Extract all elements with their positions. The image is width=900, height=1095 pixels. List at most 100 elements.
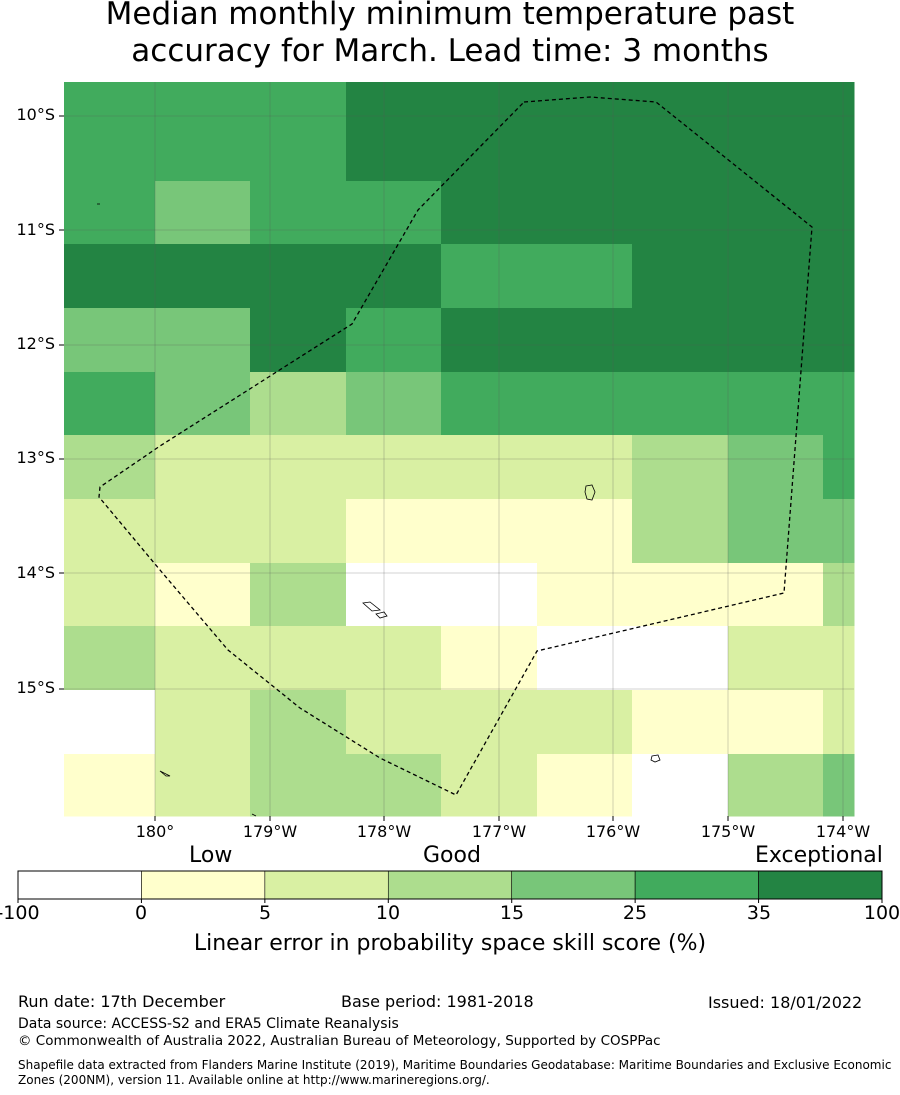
- colorbar-segment: [264, 870, 389, 900]
- grid-cell: [823, 563, 855, 627]
- lon-label: 176°W: [585, 822, 641, 841]
- island-outline: [584, 484, 596, 501]
- grid-cell: [64, 82, 156, 182]
- grid-cell: [632, 82, 729, 182]
- skill-grid: [64, 82, 855, 817]
- colorbar-tick-label: 100: [863, 902, 900, 924]
- grid-cell: [632, 308, 729, 373]
- grid-cell: [64, 563, 156, 627]
- grid-cell: [632, 244, 729, 309]
- grid-cell: [728, 181, 824, 245]
- grid-cell: [537, 435, 633, 500]
- colorbar-tick-label: 35: [746, 902, 772, 924]
- grid-cell: [346, 499, 442, 564]
- lon-label: 178°W: [356, 822, 412, 841]
- copyright: © Commonwealth of Australia 2022, Austra…: [18, 1033, 661, 1049]
- lat-label: 12°S: [16, 334, 55, 353]
- lon-label: 177°W: [471, 822, 527, 841]
- grid-cell: [64, 435, 156, 500]
- grid-cell: [441, 181, 538, 245]
- grid-cell: [250, 626, 347, 691]
- grid-cell: [346, 435, 442, 500]
- grid-cell: [64, 626, 156, 691]
- grid-cell: [346, 244, 442, 309]
- grid-cell: [441, 435, 538, 500]
- grid-cell: [250, 499, 347, 564]
- grid-cell: [250, 82, 347, 182]
- grid-cell: [250, 244, 347, 309]
- colorbar-segment: [17, 870, 142, 900]
- grid-cell: [537, 308, 633, 373]
- grid-cell: [64, 308, 156, 373]
- island-outline: [251, 813, 257, 817]
- grid-cell: [346, 308, 442, 373]
- grid-cell: [728, 626, 824, 691]
- grid-cell: [441, 82, 538, 182]
- grid-cell: [441, 499, 538, 564]
- island-outline: [159, 770, 171, 777]
- grid-cell: [64, 181, 156, 245]
- colorbar-segment: [511, 870, 636, 900]
- grid-cell: [632, 754, 729, 817]
- island-outline: [375, 611, 388, 619]
- grid-cell: [632, 499, 729, 564]
- grid-cell: [64, 372, 156, 436]
- island-outline: [650, 754, 661, 763]
- grid-cell: [346, 372, 442, 436]
- grid-cell: [155, 435, 251, 500]
- eez-boundary: [98, 96, 813, 796]
- lon-label: 179°W: [242, 822, 298, 841]
- lat-label: 11°S: [16, 220, 55, 239]
- grid-cell: [346, 754, 442, 817]
- grid-cell: [537, 754, 633, 817]
- grid-cell: [346, 82, 442, 182]
- map-title: Median monthly minimum temperature past …: [0, 0, 900, 70]
- grid-cell: [346, 563, 442, 627]
- grid-cell: [728, 435, 824, 500]
- grid-cell: [823, 435, 855, 500]
- grid-cell: [728, 308, 824, 373]
- grid-cell: [537, 626, 633, 691]
- colorbar-segment: [758, 870, 883, 900]
- legend-category-low: Low: [189, 843, 233, 868]
- grid-cell: [155, 499, 251, 564]
- grid-cell: [537, 690, 633, 755]
- grid-cell: [64, 754, 156, 817]
- grid-cell: [537, 372, 633, 436]
- lat-label: 14°S: [16, 563, 55, 582]
- grid-cell: [632, 626, 729, 691]
- grid-cell: [728, 690, 824, 755]
- grid-cell: [823, 754, 855, 817]
- base-period: Base period: 1981-2018: [341, 992, 534, 1011]
- grid-cell: [250, 181, 347, 245]
- colorbar-tick-label: -100: [0, 902, 40, 924]
- issued-date: Issued: 18/01/2022: [708, 993, 863, 1012]
- grid-cell: [728, 244, 824, 309]
- colorbar-tick-label: 15: [499, 902, 525, 924]
- grid-cell: [441, 244, 538, 309]
- grid-cell: [64, 244, 156, 309]
- grid-cell: [250, 435, 347, 500]
- grid-cell: [823, 244, 855, 309]
- grid-cell: [632, 435, 729, 500]
- grid-cell: [155, 181, 251, 245]
- grid-cell: [441, 626, 538, 691]
- grid-cell: [728, 499, 824, 564]
- colorbar-tick-label: 5: [258, 902, 272, 924]
- grid-cell: [537, 82, 633, 182]
- grid-cell: [537, 563, 633, 627]
- grid-cell: [441, 563, 538, 627]
- grid-cell: [250, 754, 347, 817]
- grid-cell: [632, 563, 729, 627]
- grid-cell: [155, 244, 251, 309]
- grid-cell: [346, 181, 442, 245]
- grid-cell: [250, 690, 347, 755]
- grid-cell: [155, 82, 251, 182]
- title-line-1: Median monthly minimum temperature past: [105, 0, 795, 32]
- title-line-2: accuracy for March. Lead time: 3 months: [131, 33, 769, 69]
- grid-cell: [441, 308, 538, 373]
- colorbar-title: Linear error in probability space skill …: [193, 931, 707, 956]
- grid-cell: [155, 754, 251, 817]
- grid-cell: [728, 82, 824, 182]
